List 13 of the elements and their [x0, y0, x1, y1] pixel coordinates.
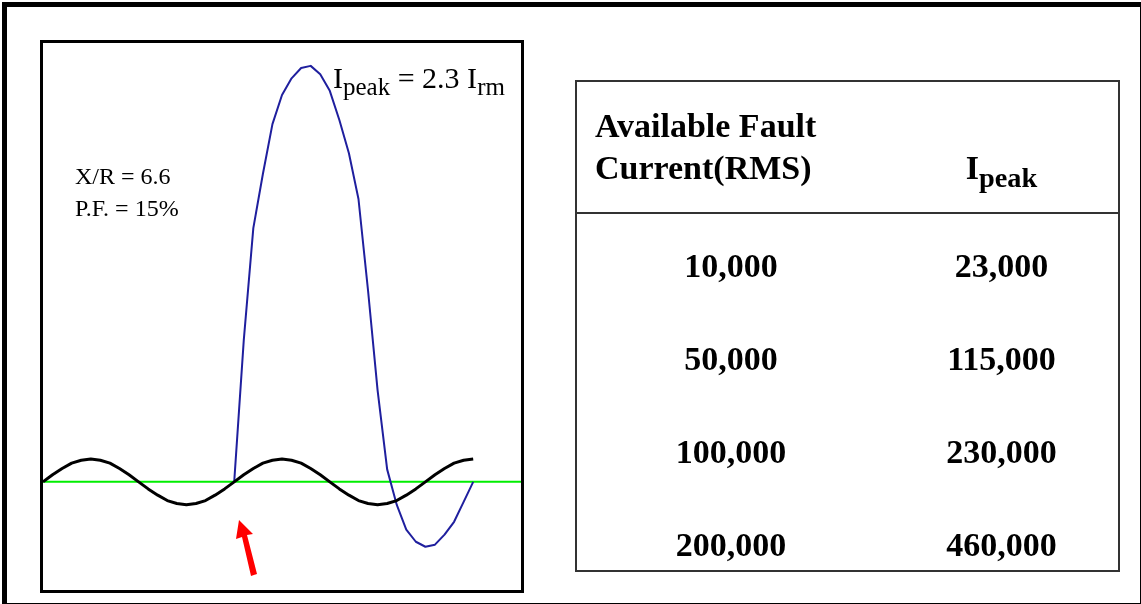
annotation: P.F. = 15% [75, 195, 179, 222]
text: Available Fault Current(RMS) [594, 106, 818, 188]
annotation: X/R = 6.6 [75, 163, 171, 190]
text: 230,000 [945, 432, 1058, 470]
text: 100,000 [674, 432, 788, 470]
text: 200,000 [674, 525, 788, 563]
text: 460,000 [945, 525, 1058, 563]
text: 50,000 [683, 339, 779, 377]
text: 23,000 [953, 246, 1050, 284]
text: 10,000 [683, 246, 779, 284]
text: 115,000 [946, 339, 1057, 377]
annotation: I$_{peak}$ = 2.3 I$_{rm}$ [333, 61, 505, 101]
text: I$_{peak}$ [964, 148, 1039, 195]
